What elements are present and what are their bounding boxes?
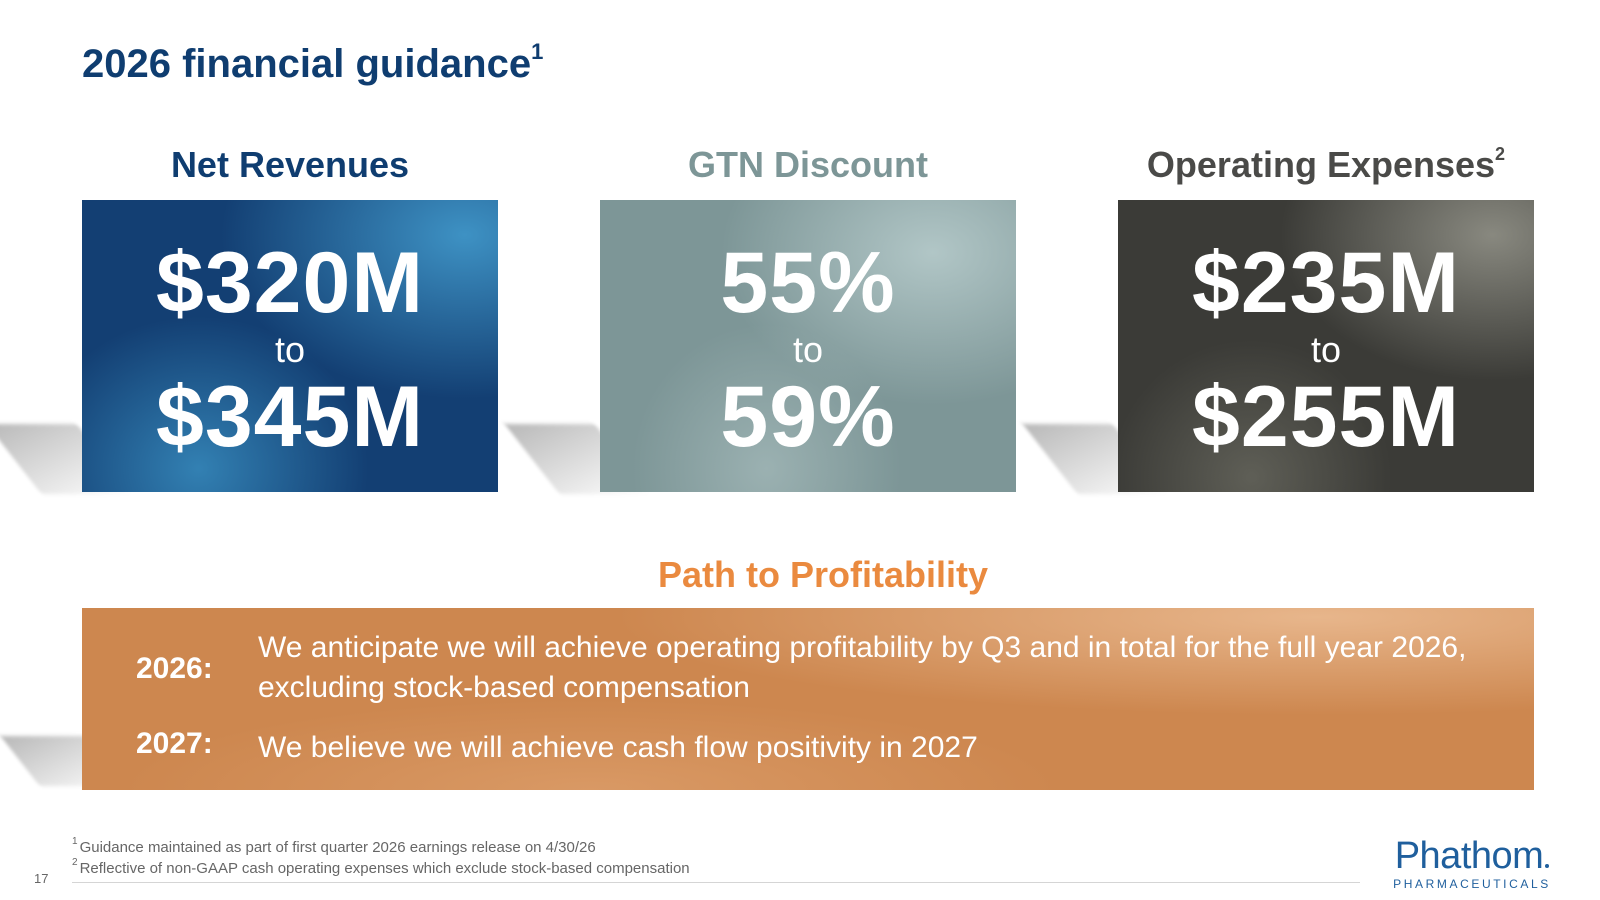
- gtn-discount-low: 55%: [720, 235, 896, 331]
- logo-wordmark: Phathom: [1382, 837, 1562, 875]
- footer-divider: [72, 882, 1360, 883]
- operating-expenses-high: $255M: [1192, 369, 1460, 465]
- path-item-year: 2026:: [136, 652, 213, 685]
- footnote-text: Reflective of non-GAAP cash operating ex…: [79, 860, 690, 877]
- operating-expenses-low: $235M: [1192, 235, 1460, 331]
- slide-title: 2026 financial guidance1: [82, 38, 544, 87]
- footnote-mark: 2: [72, 857, 78, 868]
- net-revenues-heading-text: Net Revenues: [170, 144, 410, 185]
- gtn-discount-heading: GTN Discount: [600, 144, 1016, 186]
- gtn-discount-card: 55% to 59%: [600, 200, 1016, 492]
- operating-expenses-footnote-mark: 2: [1495, 144, 1506, 164]
- footnote-text: Guidance maintained as part of first qua…: [79, 839, 596, 856]
- gtn-discount-connector: to: [792, 329, 824, 370]
- net-revenues-heading: Net Revenues: [82, 144, 498, 186]
- path-item-text: We believe we will achieve cash flow pos…: [258, 731, 978, 764]
- gtn-discount-heading-text: GTN Discount: [688, 144, 928, 185]
- footnote: 1 Guidance maintained as part of first qu…: [72, 836, 596, 856]
- net-revenues-high: $345M: [156, 369, 424, 465]
- company-logo: Phathom PHARMACEUTICALS: [1382, 837, 1562, 891]
- logo-wordmark-text: Phathom: [1394, 835, 1544, 877]
- footnote: 2 Reflective of non-GAAP cash operating e…: [72, 857, 690, 877]
- operating-expenses-connector: to: [1310, 329, 1342, 370]
- net-revenues-connector: to: [274, 329, 306, 370]
- path-item-year: 2027:: [136, 727, 213, 760]
- footnote-mark: 1: [72, 836, 78, 847]
- net-revenues-low: $320M: [156, 235, 424, 331]
- page-number: 17: [34, 871, 49, 886]
- path-item-text: We anticipate we will achieve operating …: [258, 631, 1467, 704]
- slide-title-text: 2026 financial guidance: [82, 42, 532, 86]
- path-to-profitability-box: 2026: We anticipate we will achieve oper…: [82, 608, 1534, 790]
- logo-dot-icon: [1545, 864, 1550, 868]
- logo-subtitle: PHARMACEUTICALS: [1393, 877, 1551, 891]
- title-footnote-mark: 1: [531, 38, 544, 64]
- path-to-profitability-title: Path to Profitability: [657, 554, 988, 595]
- operating-expenses-heading-text: Operating Expenses: [1146, 144, 1496, 185]
- operating-expenses-heading: Operating Expenses2: [1118, 144, 1534, 186]
- gtn-discount-high: 59%: [720, 369, 896, 465]
- net-revenues-card: $320M to $345M: [82, 200, 498, 492]
- operating-expenses-card: $235M to $255M: [1118, 200, 1534, 492]
